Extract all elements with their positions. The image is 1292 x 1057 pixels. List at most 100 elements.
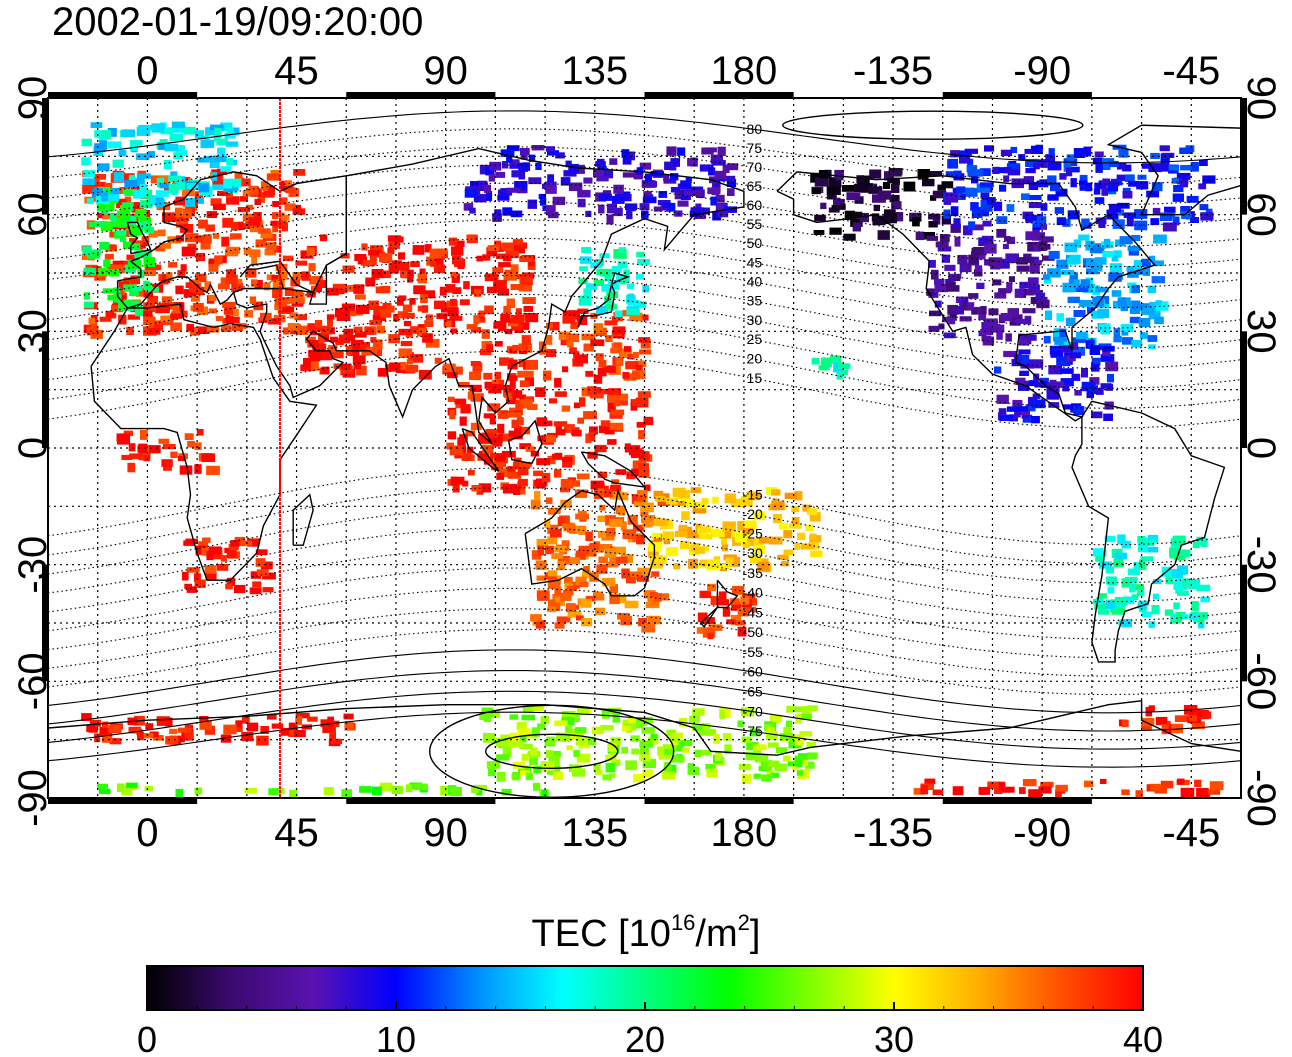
tec-cell	[147, 295, 159, 304]
contour-label: -65	[743, 683, 763, 699]
tec-cell	[1103, 413, 1113, 421]
tec-cell	[632, 536, 639, 542]
tec-cell	[577, 308, 589, 314]
tec-cell	[1022, 779, 1037, 787]
tec-cell	[806, 742, 817, 748]
contour-label: -25	[743, 526, 763, 542]
tec-cell	[517, 465, 529, 476]
tec-cell	[116, 218, 127, 228]
tec-cell	[372, 314, 386, 321]
tec-cell	[758, 536, 773, 544]
tec-cell	[699, 207, 710, 215]
tec-cell	[1095, 287, 1109, 293]
tec-cell	[578, 528, 587, 535]
tec-cell	[633, 169, 644, 180]
tec-cell	[717, 146, 726, 156]
tec-cell	[1056, 356, 1070, 366]
tec-cell	[134, 250, 145, 259]
tec-cell	[980, 192, 990, 199]
tec-cell	[913, 788, 925, 795]
tec-cell	[592, 726, 604, 735]
tec-cell	[97, 163, 110, 171]
tec-cell	[679, 540, 690, 550]
tec-cell	[391, 785, 404, 795]
tec-cell	[605, 335, 613, 342]
tec-cell	[613, 595, 627, 603]
tec-cell	[321, 326, 332, 335]
tec-region	[116, 429, 220, 475]
tec-cell	[509, 163, 519, 169]
tec-cell	[984, 243, 997, 254]
tec-cell	[284, 180, 292, 186]
tec-cell	[1018, 154, 1026, 161]
tec-cell	[1173, 602, 1180, 610]
tec-cell	[631, 449, 645, 458]
tec-cell	[602, 774, 612, 781]
tec-cell	[460, 404, 471, 414]
contour-label: -40	[743, 585, 763, 601]
tec-cell	[550, 528, 562, 538]
tec-cell	[1196, 787, 1209, 798]
tec-cell	[452, 482, 460, 493]
tec-cell	[1139, 559, 1146, 570]
tec-cell	[640, 502, 654, 513]
tec-cell	[1029, 260, 1042, 266]
tec-cell	[1075, 284, 1089, 292]
tec-cell	[520, 770, 531, 776]
tec-cell	[621, 149, 630, 158]
tec-cell	[1148, 344, 1156, 350]
tec-cell	[957, 254, 968, 265]
tec-cell	[465, 430, 476, 437]
contour-label: -70	[743, 703, 763, 719]
tec-cell	[1122, 164, 1132, 172]
tec-cell	[93, 173, 106, 180]
tec-cell	[565, 160, 572, 168]
tec-cell	[189, 326, 200, 336]
tec-cell	[140, 430, 148, 440]
tec-cell	[596, 176, 609, 182]
tec-cell	[155, 246, 166, 252]
tec-cell	[129, 453, 140, 460]
tec-cell	[536, 458, 550, 466]
tec-cell	[469, 384, 482, 393]
tec-cell	[612, 759, 621, 767]
tec-cell	[597, 367, 607, 377]
colorbar-tick-label: 0	[137, 1019, 157, 1057]
tec-cell	[177, 455, 186, 462]
tec-cell	[284, 287, 294, 296]
tec-cell	[1121, 789, 1130, 796]
tec-cell	[1179, 147, 1193, 154]
tec-cell	[208, 265, 219, 272]
tec-cell	[699, 559, 713, 567]
top-lon-tick-label: -90	[1013, 49, 1071, 93]
tec-cell	[472, 362, 483, 372]
tec-cell	[1097, 593, 1107, 599]
tec-cell	[1014, 288, 1025, 298]
tec-cell	[101, 191, 109, 202]
tec-cell	[624, 346, 632, 352]
tec-cell	[1173, 185, 1184, 193]
tec-cell	[1008, 276, 1015, 283]
tec-cell	[966, 165, 978, 173]
tec-cell	[653, 593, 662, 602]
tec-cell	[458, 382, 470, 388]
tec-cell	[740, 596, 750, 605]
tec-cell	[820, 357, 832, 367]
tec-cell	[596, 564, 608, 574]
tec-cell	[1028, 202, 1041, 209]
tec-cell	[657, 746, 670, 756]
tec-cell	[429, 259, 437, 267]
tec-cell	[540, 198, 547, 206]
tec-cell	[573, 604, 580, 610]
tec-cell	[928, 325, 940, 332]
tec-cell	[731, 585, 745, 595]
tec-cell	[113, 287, 121, 293]
tec-cell	[82, 178, 96, 185]
tec-cell	[610, 409, 625, 416]
tec-cell	[263, 282, 271, 291]
tec-cell	[566, 333, 580, 343]
tec-cell	[597, 515, 608, 522]
tec-region	[97, 782, 550, 798]
tec-region	[463, 145, 739, 225]
